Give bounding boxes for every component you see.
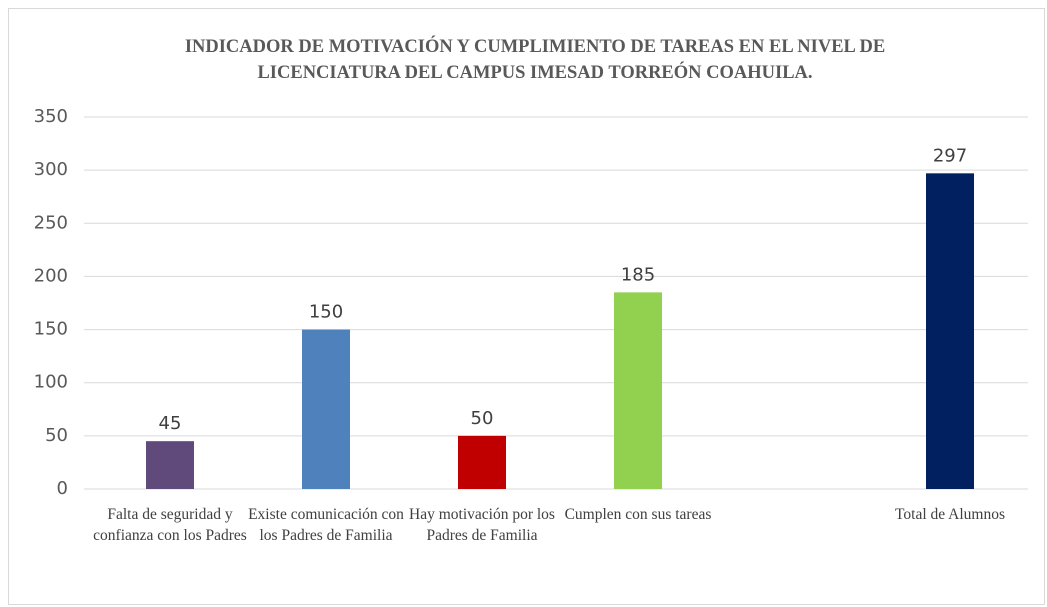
data-label: 50 xyxy=(471,408,494,429)
chart-title: INDICADOR DE MOTIVACIÓN Y CUMPLIMIENTO D… xyxy=(184,37,886,83)
bar xyxy=(926,173,974,489)
data-label: 297 xyxy=(933,145,967,166)
y-tick-label: 250 xyxy=(34,212,68,233)
data-label: 185 xyxy=(621,264,655,285)
x-tick-label: Cumplen con sus tareas xyxy=(564,506,712,523)
y-tick-label: 350 xyxy=(34,106,68,127)
bar xyxy=(614,292,662,489)
bar xyxy=(302,329,350,489)
x-tick-label: Hay motivación por los Padres de Familia xyxy=(409,506,555,544)
y-tick-label: 100 xyxy=(34,372,68,393)
data-label: 45 xyxy=(159,413,182,434)
x-tick-label: Total de Alumnos xyxy=(895,506,1005,523)
x-tick-label: Falta de seguridad y confianza con los P… xyxy=(93,506,247,544)
bar xyxy=(458,435,506,489)
y-tick-label: 200 xyxy=(34,265,68,286)
y-tick-label: 0 xyxy=(57,478,68,499)
chart-frame xyxy=(8,8,1045,605)
bar xyxy=(146,441,194,489)
y-tick-label: 50 xyxy=(45,425,68,446)
y-tick-label: 150 xyxy=(34,319,68,340)
y-tick-label: 300 xyxy=(34,159,68,180)
data-label: 150 xyxy=(309,302,343,323)
x-tick-label: Existe comunicación con los Padres de Fa… xyxy=(248,506,404,544)
